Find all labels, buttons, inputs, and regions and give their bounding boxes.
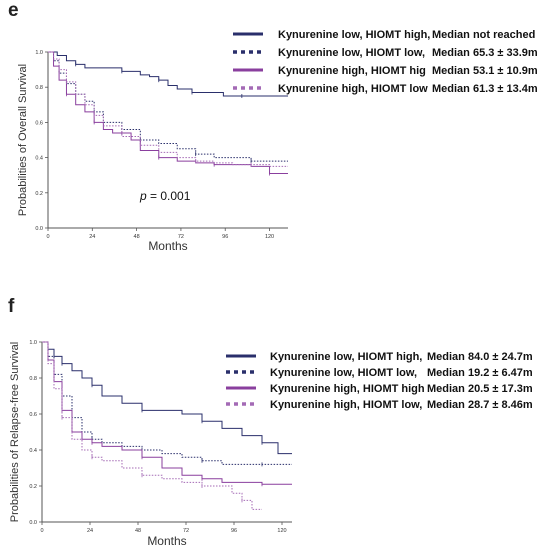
x-axis-label: Months [147,534,186,548]
chart-panel-overall-survival: 0.0 0.2 0.4 0.6 0.8 1.0 0 24 48 72 96 120 Months Prob… [17,29,538,253]
legend-label-3: Kynurenine high, HIOMT high [270,383,425,395]
y-tick-label: 1.0 [29,340,37,346]
legend-median-2: Median 65.3 ± 33.9m [432,47,538,59]
y-tick-label: 0.2 [35,191,43,197]
y-tick-label: 0.0 [29,520,37,526]
series-line-4 [42,341,262,510]
series-line-2 [48,51,288,162]
legend-median-3: Median 53.1 ± 10.9m [432,65,538,77]
x-tick-label: 96 [231,528,237,534]
y-tick-label: 0.8 [29,376,37,382]
chart-panel-relapse-free-survival: 0.0 0.2 0.4 0.6 0.8 1.0 0 24 48 72 96 120 Months Prob… [9,340,533,548]
legend-median-3: Median 20.5 ± 17.3m [427,383,533,395]
y-tick-label: 0.0 [35,226,43,232]
y-tick-label: 0.4 [35,156,43,162]
y-tick-label: 0.6 [29,412,37,418]
x-tick-label: 24 [87,528,93,534]
y-tick-label: 0.4 [29,448,37,454]
legend-label-3: Kynurenine high, HIOMT hig [278,65,426,77]
legend-median-1: Median not reached [432,29,535,41]
x-tick-label: 120 [265,234,274,240]
legend-label-4: Kynurenine high, HIOMT low [278,83,428,95]
legend-label-2: Kynurenine low, HIOMT low, [270,367,417,379]
legend-label-1: Kynurenine low, HIOMT high, [278,29,430,41]
x-axis-label: Months [148,239,187,253]
legend-label-1: Kynurenine low, HIOMT high, [270,351,422,363]
legend-label-2: Kynurenine low, HIOMT low, [278,47,425,59]
series-line-3 [48,51,288,174]
x-tick-label: 48 [135,528,141,534]
x-tick-label: 48 [134,234,140,240]
series-line-2 [42,341,292,465]
legend-median-2: Median 19.2 ± 6.47m [427,367,533,379]
y-axis-label: Probabilities of Overall Survival [17,64,29,216]
y-axis-label: Probabilities of Relapse-free Survival [9,342,21,522]
legend-median-1: Median 84.0 ± 24.7m [427,351,533,363]
x-tick-label: 72 [183,528,189,534]
y-tick-label: 1.0 [35,50,43,56]
series-line-3 [42,341,292,485]
series-line-1 [48,51,288,97]
y-tick-label: 0.2 [29,484,37,490]
y-tick-label: 0.8 [35,85,43,91]
panel-letter-f: f [8,296,15,317]
panel-letter-e: e [8,0,19,21]
x-tick-label: 120 [277,528,286,534]
x-tick-label: 24 [89,234,95,240]
legend-median-4: Median 61.3 ± 13.4m [432,83,538,95]
p-value-annotation: p = 0.001 [139,189,191,203]
series-line-1 [42,341,292,455]
series-line-4 [48,51,288,167]
y-tick-label: 0.6 [35,120,43,126]
x-tick-label: 0 [46,234,49,240]
x-tick-label: 0 [40,528,43,534]
x-tick-label: 72 [178,234,184,240]
x-tick-label: 96 [222,234,228,240]
legend-median-4: Median 28.7 ± 8.46m [427,399,533,411]
legend-label-4: Kynurenine high, HIOMT low, [270,399,422,411]
